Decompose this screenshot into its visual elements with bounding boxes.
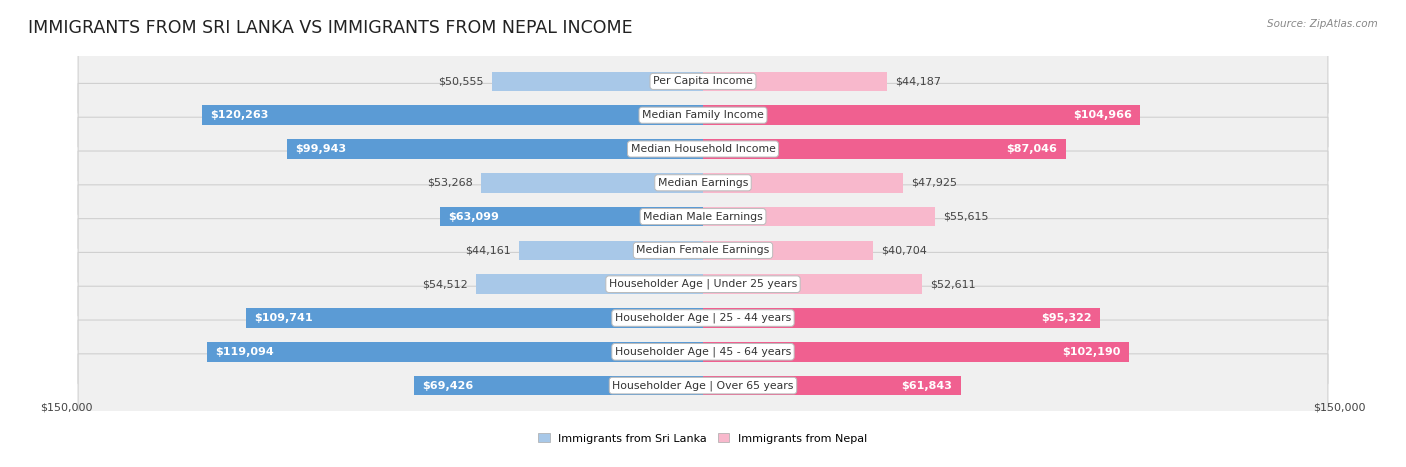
Text: IMMIGRANTS FROM SRI LANKA VS IMMIGRANTS FROM NEPAL INCOME: IMMIGRANTS FROM SRI LANKA VS IMMIGRANTS … — [28, 19, 633, 37]
Text: Householder Age | 25 - 44 years: Householder Age | 25 - 44 years — [614, 313, 792, 323]
FancyBboxPatch shape — [79, 117, 1327, 181]
Bar — [703, 71, 887, 91]
Text: Median Female Earnings: Median Female Earnings — [637, 245, 769, 255]
Text: $61,843: $61,843 — [901, 381, 952, 390]
Bar — [703, 376, 960, 396]
Text: $53,268: $53,268 — [427, 178, 472, 188]
Text: $63,099: $63,099 — [449, 212, 499, 222]
FancyBboxPatch shape — [79, 286, 1327, 350]
Text: $87,046: $87,046 — [1007, 144, 1057, 154]
Bar — [492, 71, 703, 91]
Text: $44,187: $44,187 — [896, 77, 942, 86]
Bar — [475, 275, 703, 294]
Text: $95,322: $95,322 — [1042, 313, 1092, 323]
Text: $104,966: $104,966 — [1073, 110, 1132, 120]
FancyBboxPatch shape — [79, 151, 1327, 214]
Text: Source: ZipAtlas.com: Source: ZipAtlas.com — [1267, 19, 1378, 28]
Bar — [703, 106, 1140, 125]
FancyBboxPatch shape — [79, 185, 1327, 248]
Bar — [202, 106, 703, 125]
Text: $44,161: $44,161 — [465, 245, 510, 255]
Bar — [481, 173, 703, 192]
FancyBboxPatch shape — [79, 50, 1327, 113]
FancyBboxPatch shape — [79, 354, 1327, 417]
Text: $40,704: $40,704 — [882, 245, 927, 255]
FancyBboxPatch shape — [79, 253, 1327, 316]
Text: $109,741: $109,741 — [254, 313, 312, 323]
Text: $120,263: $120,263 — [211, 110, 269, 120]
Bar — [703, 308, 1099, 328]
Bar — [703, 139, 1066, 159]
Text: $102,190: $102,190 — [1062, 347, 1121, 357]
Legend: Immigrants from Sri Lanka, Immigrants from Nepal: Immigrants from Sri Lanka, Immigrants fr… — [534, 429, 872, 448]
Bar — [703, 207, 935, 226]
Text: $119,094: $119,094 — [215, 347, 274, 357]
Text: $55,615: $55,615 — [943, 212, 988, 222]
Text: Median Male Earnings: Median Male Earnings — [643, 212, 763, 222]
Text: Median Earnings: Median Earnings — [658, 178, 748, 188]
Bar — [703, 173, 903, 192]
Bar — [703, 275, 922, 294]
Bar — [440, 207, 703, 226]
Text: Householder Age | 45 - 64 years: Householder Age | 45 - 64 years — [614, 347, 792, 357]
Text: Householder Age | Over 65 years: Householder Age | Over 65 years — [612, 380, 794, 391]
Bar — [703, 342, 1129, 361]
Bar — [703, 241, 873, 260]
Text: Median Family Income: Median Family Income — [643, 110, 763, 120]
FancyBboxPatch shape — [79, 84, 1327, 147]
Text: $50,555: $50,555 — [439, 77, 484, 86]
FancyBboxPatch shape — [79, 219, 1327, 282]
Text: $150,000: $150,000 — [1313, 403, 1365, 412]
Text: Per Capita Income: Per Capita Income — [652, 77, 754, 86]
Text: Householder Age | Under 25 years: Householder Age | Under 25 years — [609, 279, 797, 290]
FancyBboxPatch shape — [79, 320, 1327, 383]
Text: $150,000: $150,000 — [41, 403, 93, 412]
Bar — [413, 376, 703, 396]
Bar — [519, 241, 703, 260]
Text: Median Household Income: Median Household Income — [630, 144, 776, 154]
Text: $54,512: $54,512 — [422, 279, 468, 289]
Text: $52,611: $52,611 — [931, 279, 976, 289]
Bar — [207, 342, 703, 361]
Bar — [287, 139, 703, 159]
Text: $69,426: $69,426 — [422, 381, 474, 390]
Text: $47,925: $47,925 — [911, 178, 957, 188]
Text: $99,943: $99,943 — [295, 144, 346, 154]
Bar — [246, 308, 703, 328]
